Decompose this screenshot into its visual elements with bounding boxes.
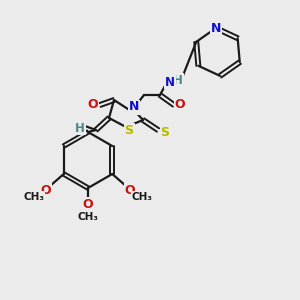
Text: O: O <box>83 197 93 211</box>
Text: N: N <box>129 100 139 113</box>
Text: O: O <box>175 98 185 110</box>
Text: S: S <box>160 125 169 139</box>
Text: O: O <box>41 184 51 196</box>
Text: O: O <box>88 98 98 110</box>
Text: CH₃: CH₃ <box>23 192 44 202</box>
Text: H: H <box>75 122 85 134</box>
Text: S: S <box>124 124 134 136</box>
Text: N: N <box>165 76 175 88</box>
Text: O: O <box>125 184 135 196</box>
Text: H: H <box>173 74 183 86</box>
Text: CH₃: CH₃ <box>77 212 98 222</box>
Text: CH₃: CH₃ <box>131 192 152 202</box>
Text: N: N <box>211 22 221 34</box>
